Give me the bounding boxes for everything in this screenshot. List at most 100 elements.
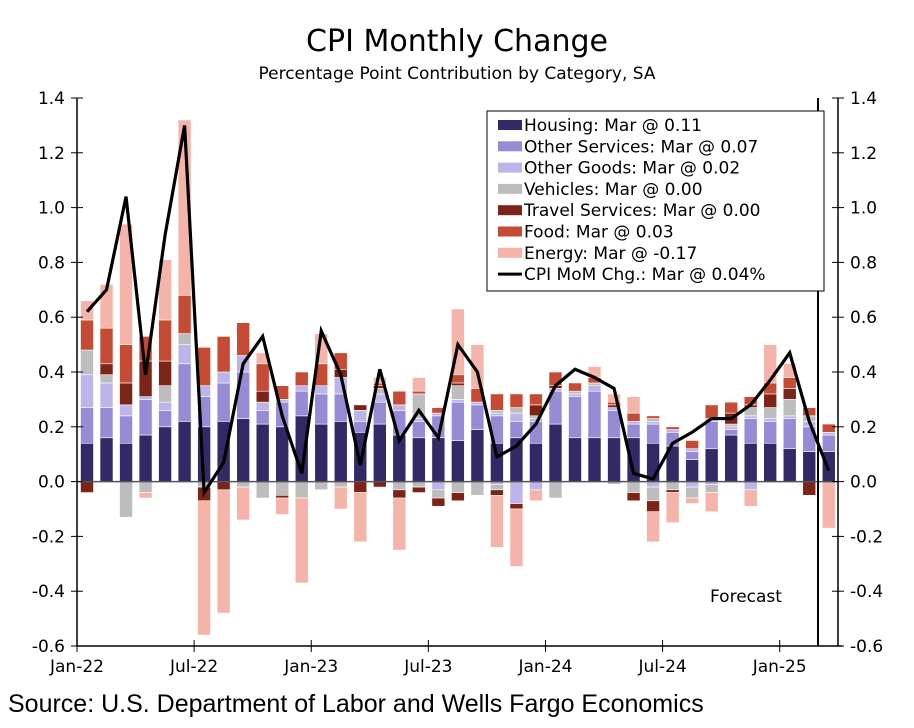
y-tick-label-right: 0.6 [850,308,877,328]
y-tick-label-left: 0.0 [38,473,65,493]
bar-travel-services-negative [353,481,368,493]
y-tick-label-left: 1.4 [38,89,65,109]
bar-travel-services-negative [275,494,290,499]
bar-travel-services-negative [412,486,426,493]
bar-housing [255,423,270,482]
bar-energy-negative [236,486,250,521]
bar-housing [275,426,290,482]
bar-other-services [626,423,641,439]
y-tick-label-right: 1.4 [850,89,877,109]
y-tick-label-left: -0.2 [32,527,65,547]
y-tick-label-left: 0.4 [38,363,65,383]
bar-other-goods-negative [646,481,660,488]
chart-subtitle: Percentage Point Contribution by Categor… [258,64,656,84]
bar-other-goods [646,421,660,425]
bar-energy-negative [685,497,699,504]
x-tick-label: Jan-23 [283,657,338,677]
bar-energy [763,344,778,384]
y-tick-label-right: -0.4 [850,582,883,602]
bar-food [490,393,504,411]
bar-other-goods [763,418,778,422]
bar-housing [782,448,797,482]
bar-vehicles [782,399,797,417]
bar-travel-services-negative [509,503,524,510]
x-tick-label: Jul-23 [403,657,452,677]
bar-other-goods-negative [509,481,524,504]
bar-other-goods [509,412,524,422]
bar-housing [158,426,172,482]
forecast-annotation: Forecast [710,587,782,607]
bar-other-services [685,451,699,460]
bar-other-services [509,421,524,439]
bar-food [80,319,94,351]
bar-other-goods [138,396,153,400]
bar-vehicles-negative [119,481,133,518]
bar-energy [412,377,426,392]
bar-other-goods [782,415,797,419]
bar-travel-services-negative [451,492,465,502]
legend-swatch [498,183,522,194]
bar-vehicles-negative [685,486,699,499]
bar-housing [119,442,133,482]
bar-other-services [80,407,94,444]
bar-other-services [216,382,231,422]
bar-travel-services [451,382,465,386]
bar-vehicles-negative [704,484,719,493]
bar-food [704,404,719,419]
bar-food [685,440,699,450]
bar-travel-services-negative [431,497,446,507]
bar-other-goods [665,429,680,433]
bar-other-goods-negative [743,481,758,491]
bar-food [99,327,114,365]
bar-food [646,415,660,419]
bar-travel-services-negative [392,489,407,499]
bar-vehicles-negative [451,481,465,493]
bar-food [724,401,738,414]
bar-food [158,319,172,362]
bar-other-goods [490,412,504,417]
bar-travel-services [782,388,797,400]
bar-vehicles [509,407,524,414]
bar-food [665,426,680,430]
bar-housing [704,448,719,482]
bar-food [412,390,426,395]
bar-vehicles-negative [275,481,290,496]
bar-travel-services [255,390,270,403]
bar-other-goods [353,410,368,422]
bar-travel-services [158,360,172,387]
bar-vehicles [80,349,94,376]
bar-energy-negative [665,492,680,523]
bar-vehicles-negative [431,489,446,499]
bar-other-services [451,401,465,441]
bar-vehicles-negative [490,484,504,491]
bar-travel-services-negative [665,489,680,493]
bar-vehicles [490,410,504,414]
bar-food [782,377,797,389]
bar-housing [470,429,485,482]
bar-vehicles-negative [294,481,309,499]
bar-travel-services-negative [646,500,660,513]
legend-label: Energy: Mar @ -0.17 [524,244,697,264]
bar-vehicles-negative [333,481,348,488]
bar-food [529,393,543,406]
legend-label: Other Services: Mar @ 0.07 [524,137,758,157]
bar-food [821,423,836,433]
bar-travel-services-negative [626,492,641,502]
bar-energy-negative [197,500,211,636]
chart-title: CPI Monthly Change [306,24,608,59]
bar-other-goods [177,344,192,365]
bar-housing [607,437,621,482]
y-tick-label-left: -0.6 [32,637,65,657]
bar-housing [412,437,426,482]
legend-label: Food: Mar @ 0.03 [524,223,674,243]
bar-other-goods-negative [685,481,699,488]
bar-vehicles [99,374,114,384]
bar-other-services [294,390,309,417]
legend-swatch [498,226,522,237]
y-tick-label-left: 0.8 [38,253,65,273]
y-tick-label-right: -0.6 [850,637,883,657]
y-tick-label-right: 0.4 [850,363,877,383]
bar-housing [568,437,582,482]
bar-housing [372,423,387,482]
